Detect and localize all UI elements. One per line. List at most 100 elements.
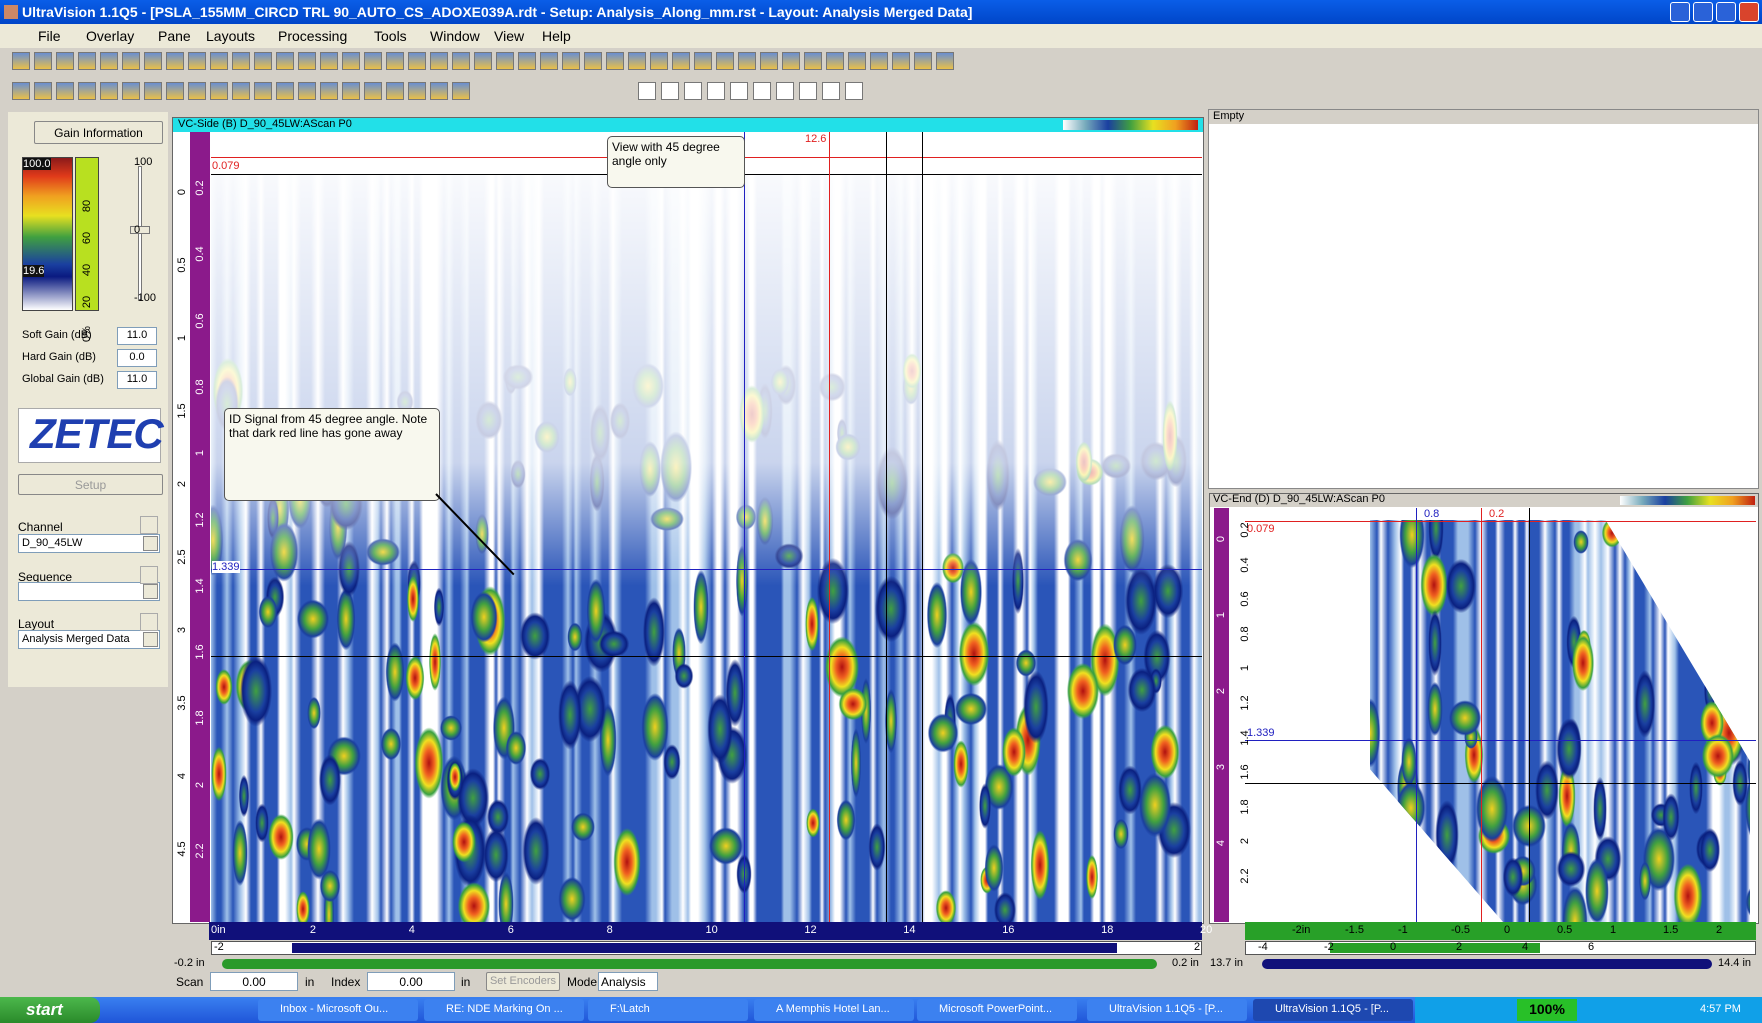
toolbar-button[interactable] — [12, 82, 30, 100]
toolbar-button[interactable] — [276, 82, 294, 100]
toolbar-button[interactable] — [822, 82, 840, 100]
toolbar-button[interactable] — [584, 52, 602, 70]
toolbar-button[interactable] — [254, 82, 272, 100]
menu-item[interactable]: View — [494, 28, 524, 44]
toolbar-button[interactable] — [518, 52, 536, 70]
window-control[interactable] — [1670, 2, 1690, 22]
panel-icon[interactable] — [140, 566, 158, 584]
toolbar-button[interactable] — [452, 82, 470, 100]
toolbar-button[interactable] — [753, 82, 771, 100]
toolbar-button[interactable] — [540, 52, 558, 70]
toolbar-button[interactable] — [730, 82, 748, 100]
toolbar-button[interactable] — [870, 52, 888, 70]
toolbar-button[interactable] — [776, 82, 794, 100]
range-slider[interactable] — [222, 959, 1157, 969]
toolbar-button[interactable] — [430, 82, 448, 100]
toolbar-button[interactable] — [606, 52, 624, 70]
window-control[interactable] — [1693, 2, 1713, 22]
toolbar-button[interactable] — [78, 52, 96, 70]
toolbar-button[interactable] — [799, 82, 817, 100]
panel-icon[interactable] — [140, 613, 158, 631]
menu-item[interactable]: Pane — [158, 28, 191, 44]
toolbar-button[interactable] — [386, 52, 404, 70]
gain-field[interactable]: 11.0 — [117, 327, 157, 345]
toolbar-button[interactable] — [386, 82, 404, 100]
toolbar-button[interactable] — [936, 52, 954, 70]
toolbar-button[interactable] — [210, 52, 228, 70]
toolbar-button[interactable] — [672, 52, 690, 70]
toolbar-button[interactable] — [34, 52, 52, 70]
toolbar-button[interactable] — [716, 52, 734, 70]
toolbar-button[interactable] — [650, 52, 668, 70]
toolbar-button[interactable] — [408, 82, 426, 100]
toolbar-button[interactable] — [320, 82, 338, 100]
toolbar-button[interactable] — [298, 52, 316, 70]
toolbar-button[interactable] — [298, 82, 316, 100]
toolbar-button[interactable] — [661, 82, 679, 100]
toolbar-button[interactable] — [188, 52, 206, 70]
menu-item[interactable]: Window — [430, 28, 480, 44]
toolbar-button[interactable] — [122, 82, 140, 100]
toolbar-button[interactable] — [738, 52, 756, 70]
status-field[interactable]: 0.00 — [210, 972, 298, 991]
taskbar-item[interactable]: Inbox - Microsoft Ou... — [258, 999, 418, 1021]
taskbar-item[interactable]: RE: NDE Marking On ... — [424, 999, 584, 1021]
toolbar-button[interactable] — [232, 52, 250, 70]
menu-item[interactable]: Processing — [278, 28, 347, 44]
toolbar-button[interactable] — [760, 52, 778, 70]
toolbar-button[interactable] — [707, 82, 725, 100]
toolbar-button[interactable] — [848, 52, 866, 70]
toolbar-button[interactable] — [804, 52, 822, 70]
toolbar-button[interactable] — [694, 52, 712, 70]
toolbar-button[interactable] — [430, 52, 448, 70]
toolbar-button[interactable] — [56, 52, 74, 70]
toolbar-button[interactable] — [364, 52, 382, 70]
toolbar-button[interactable] — [320, 52, 338, 70]
toolbar-button[interactable] — [364, 82, 382, 100]
taskbar-item[interactable]: A Memphis Hotel Lan... — [754, 999, 914, 1021]
toolbar-button[interactable] — [254, 52, 272, 70]
set-encoders-button[interactable]: Set Encoders — [486, 972, 560, 991]
toolbar-button[interactable] — [188, 82, 206, 100]
scroll-thumb[interactable] — [1330, 943, 1540, 953]
taskbar-item[interactable]: UltraVision 1.1Q5 - [P... — [1253, 999, 1413, 1021]
toolbar-button[interactable] — [562, 52, 580, 70]
toolbar-button[interactable] — [914, 52, 932, 70]
menu-item[interactable]: Overlay — [86, 28, 134, 44]
toolbar-button[interactable] — [210, 82, 228, 100]
toolbar-button[interactable] — [166, 82, 184, 100]
toolbar-button[interactable] — [144, 52, 162, 70]
scroll-thumb[interactable] — [292, 943, 1117, 953]
gain-field[interactable]: 0.0 — [117, 349, 157, 367]
toolbar-button[interactable] — [12, 52, 30, 70]
combo-arrow[interactable] — [143, 632, 158, 647]
window-control[interactable] — [1739, 2, 1759, 22]
range-slider[interactable] — [1262, 959, 1712, 969]
toolbar-button[interactable] — [34, 82, 52, 100]
toolbar-button[interactable] — [452, 52, 470, 70]
toolbar-button[interactable] — [342, 52, 360, 70]
toolbar-button[interactable] — [638, 82, 656, 100]
toolbar-button[interactable] — [684, 82, 702, 100]
gain-field[interactable]: 11.0 — [117, 371, 157, 389]
combo-box[interactable]: Analysis Merged Data — [18, 630, 160, 649]
menu-item[interactable]: File — [38, 28, 61, 44]
combo-arrow[interactable] — [143, 536, 158, 551]
toolbar-button[interactable] — [144, 82, 162, 100]
window-control[interactable] — [1716, 2, 1736, 22]
taskbar-item[interactable]: Microsoft PowerPoint... — [917, 999, 1077, 1021]
status-field[interactable]: 0.00 — [367, 972, 455, 991]
toolbar-button[interactable] — [826, 52, 844, 70]
toolbar-button[interactable] — [122, 52, 140, 70]
toolbar-button[interactable] — [100, 52, 118, 70]
combo-arrow[interactable] — [143, 584, 158, 599]
menu-item[interactable]: Help — [542, 28, 571, 44]
toolbar-button[interactable] — [56, 82, 74, 100]
toolbar-button[interactable] — [474, 52, 492, 70]
toolbar-button[interactable] — [232, 82, 250, 100]
toolbar-button[interactable] — [166, 52, 184, 70]
toolbar-button[interactable] — [496, 52, 514, 70]
toolbar-button[interactable] — [782, 52, 800, 70]
combo-box[interactable] — [18, 582, 160, 601]
toolbar-button[interactable] — [845, 82, 863, 100]
